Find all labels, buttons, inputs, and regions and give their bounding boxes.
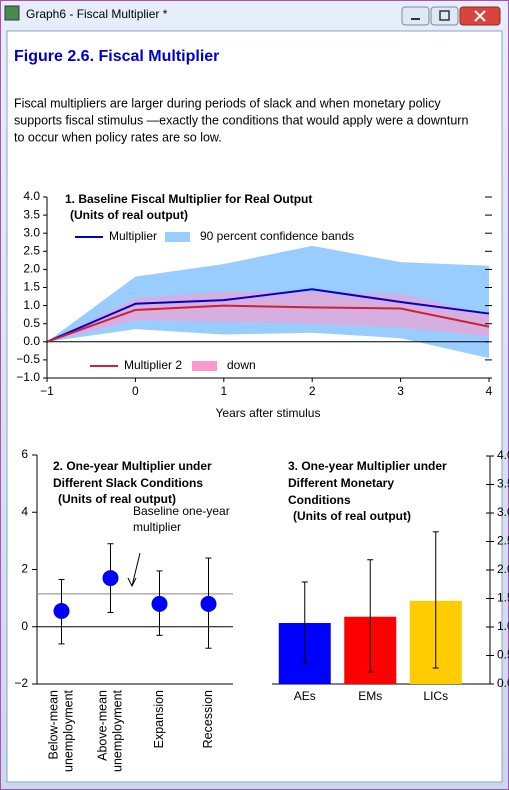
chart-title: 1. Baseline Fiscal Multiplier for Real O… (65, 192, 312, 206)
y-tick-label: −1.0 (16, 370, 40, 384)
dot (102, 570, 119, 587)
y-tick-label: 3.0 (497, 505, 509, 519)
y-tick-label: 0 (21, 619, 28, 633)
close-icon (474, 10, 486, 22)
figure-title: Figure 2.6. Fiscal Multiplier (14, 48, 219, 65)
y-tick-label: 0.0 (23, 334, 40, 348)
chart-title: Different Monetary (288, 476, 394, 490)
chart-title: 3. One-year Multiplier under (288, 459, 447, 473)
y-tick-label: 2.0 (497, 562, 509, 576)
x-tick-label: 0 (132, 384, 139, 398)
window-title: Graph6 - Fiscal Multiplier * (26, 7, 168, 21)
y-tick-label: 1.0 (23, 298, 40, 312)
legend-swatch (192, 361, 217, 371)
figure-text: supports fiscal stimulus —exactly the co… (14, 113, 468, 127)
x-tick-label: Expansion (152, 690, 166, 748)
dot (151, 595, 168, 612)
y-tick-label: 6 (21, 447, 28, 461)
legend-label: down (227, 358, 256, 372)
y-tick-label: −0.5 (16, 352, 40, 366)
legend-label: Multiplier 2 (124, 358, 182, 372)
y-tick-label: 2 (21, 562, 28, 576)
y-tick-label: 1.5 (23, 280, 40, 294)
legend-label: Multiplier (109, 229, 157, 243)
figure-text: to occur when policy rates are so low. (14, 130, 222, 144)
maximize-icon (439, 10, 450, 21)
chart-title: Conditions (288, 493, 351, 507)
minimize-button[interactable] (401, 6, 430, 26)
confidence-band (47, 291, 489, 342)
x-tick-label: 2 (309, 384, 316, 398)
series-line (46, 304, 490, 343)
x-tick-label: unemployment (110, 689, 124, 772)
annotation-arrow (127, 552, 141, 588)
y-tick-label: 0.0 (497, 676, 509, 690)
chart-subtitle: (Units of real output) (70, 208, 188, 222)
y-tick-label: 3.0 (23, 225, 40, 239)
y-tick-label: 4.0 (23, 189, 40, 203)
y-tick-label: 0.5 (497, 648, 509, 662)
x-tick-label: EMs (358, 689, 382, 703)
annotation: Baseline one-year (133, 504, 230, 518)
y-tick-label: 2.0 (23, 262, 40, 276)
annotation: multiplier (133, 520, 181, 534)
y-tick-label: 1.0 (497, 619, 509, 633)
x-tick-label: AEs (294, 689, 316, 703)
x-tick-label: Recession (201, 690, 215, 748)
y-tick-label: 2.5 (23, 243, 40, 257)
maximize-button[interactable] (430, 6, 459, 26)
x-tick-label: Below-mean (46, 690, 60, 760)
chart-title: 2. One-year Multiplier under (53, 459, 212, 473)
y-tick-label: −2 (14, 676, 28, 690)
app-icon (4, 5, 20, 21)
chart-subtitle: (Units of real output) (58, 492, 176, 506)
x-axis-label: Years after stimulus (216, 406, 321, 420)
y-tick-label: 4.0 (497, 448, 509, 462)
y-tick-label: 2.5 (497, 534, 509, 548)
x-tick-label: unemployment (61, 689, 75, 772)
figure-text: Fiscal multipliers are larger during per… (14, 96, 441, 110)
chart-title: Different Slack Conditions (53, 476, 203, 490)
y-tick-label: 4 (21, 504, 28, 518)
y-tick-label: 0.5 (23, 316, 40, 330)
x-tick-label: Above-mean (95, 690, 109, 761)
series-line (46, 288, 490, 343)
x-tick-label: −1 (40, 384, 54, 398)
dot (53, 603, 70, 620)
x-tick-label: 3 (397, 384, 404, 398)
y-tick-label: 3.5 (23, 207, 40, 221)
y-tick-label: 1.5 (497, 591, 509, 605)
x-tick-label: 4 (486, 384, 493, 398)
chart-subtitle: (Units of real output) (293, 509, 411, 523)
x-tick-label: 1 (220, 384, 227, 398)
dot (200, 595, 217, 612)
y-tick-label: 3.5 (497, 477, 509, 491)
legend-label: 90 percent confidence bands (200, 229, 354, 243)
legend-swatch (165, 232, 190, 242)
x-tick-label: LICs (423, 689, 448, 703)
